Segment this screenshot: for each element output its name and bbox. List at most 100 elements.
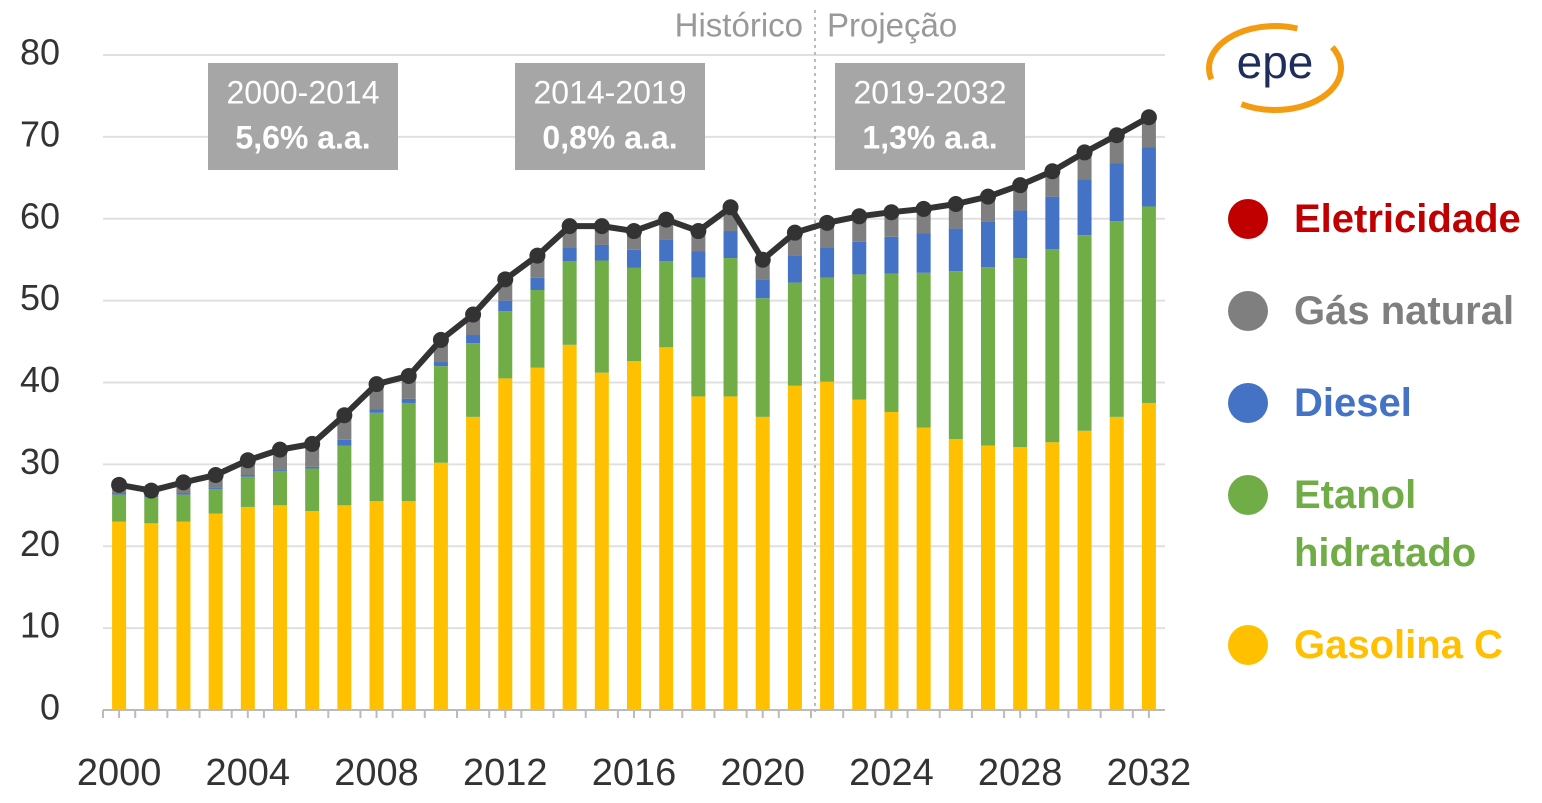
bar-segment	[337, 505, 352, 710]
bar-segment	[466, 416, 481, 710]
total-point	[690, 223, 707, 240]
bar-segment	[369, 501, 384, 710]
bar-segment	[1077, 179, 1092, 236]
x-tick-label: 2000	[77, 752, 162, 794]
y-tick-label: 60	[20, 195, 60, 236]
bar-segment	[401, 402, 416, 502]
total-point	[529, 247, 546, 264]
bar-segment	[433, 366, 448, 463]
legend-item: Eletricidade	[1226, 190, 1526, 248]
bar-segment	[562, 344, 577, 710]
total-point	[980, 188, 996, 205]
legend-marker	[1228, 625, 1268, 665]
bar-segment	[723, 258, 738, 397]
logo: epe	[1206, 23, 1344, 113]
bar-segment	[337, 439, 352, 446]
bar-segment	[562, 247, 577, 262]
y-tick-label: 80	[20, 32, 60, 73]
total-point	[658, 211, 675, 228]
bar-segment	[305, 511, 320, 710]
legend-marker	[1228, 199, 1268, 239]
legend-marker	[1228, 291, 1268, 331]
bar-segment	[562, 261, 577, 345]
total-point	[304, 435, 321, 452]
y-tick-label: 70	[20, 113, 60, 154]
bar-segment	[240, 506, 255, 710]
total-point	[593, 218, 610, 235]
y-tick-label: 40	[20, 359, 60, 400]
bar-segment	[1109, 221, 1124, 417]
total-point	[465, 306, 482, 323]
total-point	[851, 208, 868, 225]
bar-segment	[723, 231, 738, 259]
bar-segment	[594, 260, 609, 373]
legend: Eletricidade Gás natural Diesel Etanol hidr…	[1226, 190, 1526, 708]
bar-segment	[337, 445, 352, 506]
bar-segment	[916, 272, 931, 428]
total-point	[432, 331, 449, 348]
x-tick-label: 2032	[1107, 752, 1192, 794]
bar-segment	[981, 267, 995, 446]
bar-segment	[820, 381, 835, 710]
bar-segment	[659, 347, 674, 710]
bar-segment	[112, 494, 127, 522]
bar-segment	[369, 409, 384, 413]
bar-segment	[884, 411, 899, 710]
annotation: 2014-2019 0,8% a.a.	[515, 63, 705, 170]
bar-segment	[787, 255, 802, 283]
annotation: 2019-2032 1,3% a.a.	[835, 63, 1025, 170]
bar-segment	[273, 469, 287, 471]
annotation-period: 2014-2019	[533, 74, 686, 110]
bar-segment	[530, 277, 545, 290]
total-point	[497, 271, 514, 288]
total-point	[175, 474, 192, 491]
total-point	[336, 407, 353, 424]
bar-segment	[884, 273, 899, 412]
bar-segment	[1109, 163, 1124, 222]
total-point	[111, 476, 128, 493]
bar-segment	[273, 505, 287, 710]
annotation-box	[208, 63, 398, 170]
total-point	[722, 199, 739, 216]
annotation-box	[835, 63, 1025, 170]
bar-segment	[1141, 402, 1156, 710]
annotation: 2000-2014 5,6% a.a.	[208, 63, 398, 170]
x-tick-label: 2016	[592, 752, 677, 794]
bar-segment	[466, 335, 481, 344]
y-tick-label: 20	[20, 523, 60, 564]
total-point	[786, 224, 803, 241]
bar-segment	[144, 523, 159, 710]
bar-segment	[401, 398, 416, 403]
annotation-rate: 5,6% a.a.	[235, 119, 370, 155]
bar-segment	[627, 361, 641, 710]
bar-segment	[305, 468, 320, 512]
total-point	[207, 467, 224, 484]
bar-segment	[1045, 196, 1060, 250]
bar-segment	[1141, 206, 1156, 403]
x-tick-label: 2024	[849, 752, 934, 794]
bar-segment	[1141, 147, 1156, 207]
bar-segment	[1077, 430, 1092, 710]
bar-segment	[981, 445, 995, 710]
bar-segment	[594, 372, 609, 710]
period-label: Projeção	[827, 7, 957, 44]
total-point	[272, 441, 288, 458]
bar-segment	[208, 488, 223, 514]
y-tick-label: 10	[20, 605, 60, 646]
bar-segment	[820, 277, 835, 382]
logo-text: epe	[1237, 36, 1314, 88]
x-tick-label: 2008	[334, 752, 419, 794]
bar-segment	[498, 378, 513, 710]
bar-segment	[948, 271, 963, 439]
bar-segment	[305, 466, 320, 469]
bar-segment	[787, 282, 802, 386]
total-point	[143, 482, 160, 499]
total-point	[1108, 127, 1125, 144]
legend-marker	[1228, 475, 1268, 515]
bar-segment	[691, 396, 706, 710]
bar-segment	[208, 513, 223, 710]
total-point	[915, 200, 932, 217]
total-point	[400, 367, 417, 384]
